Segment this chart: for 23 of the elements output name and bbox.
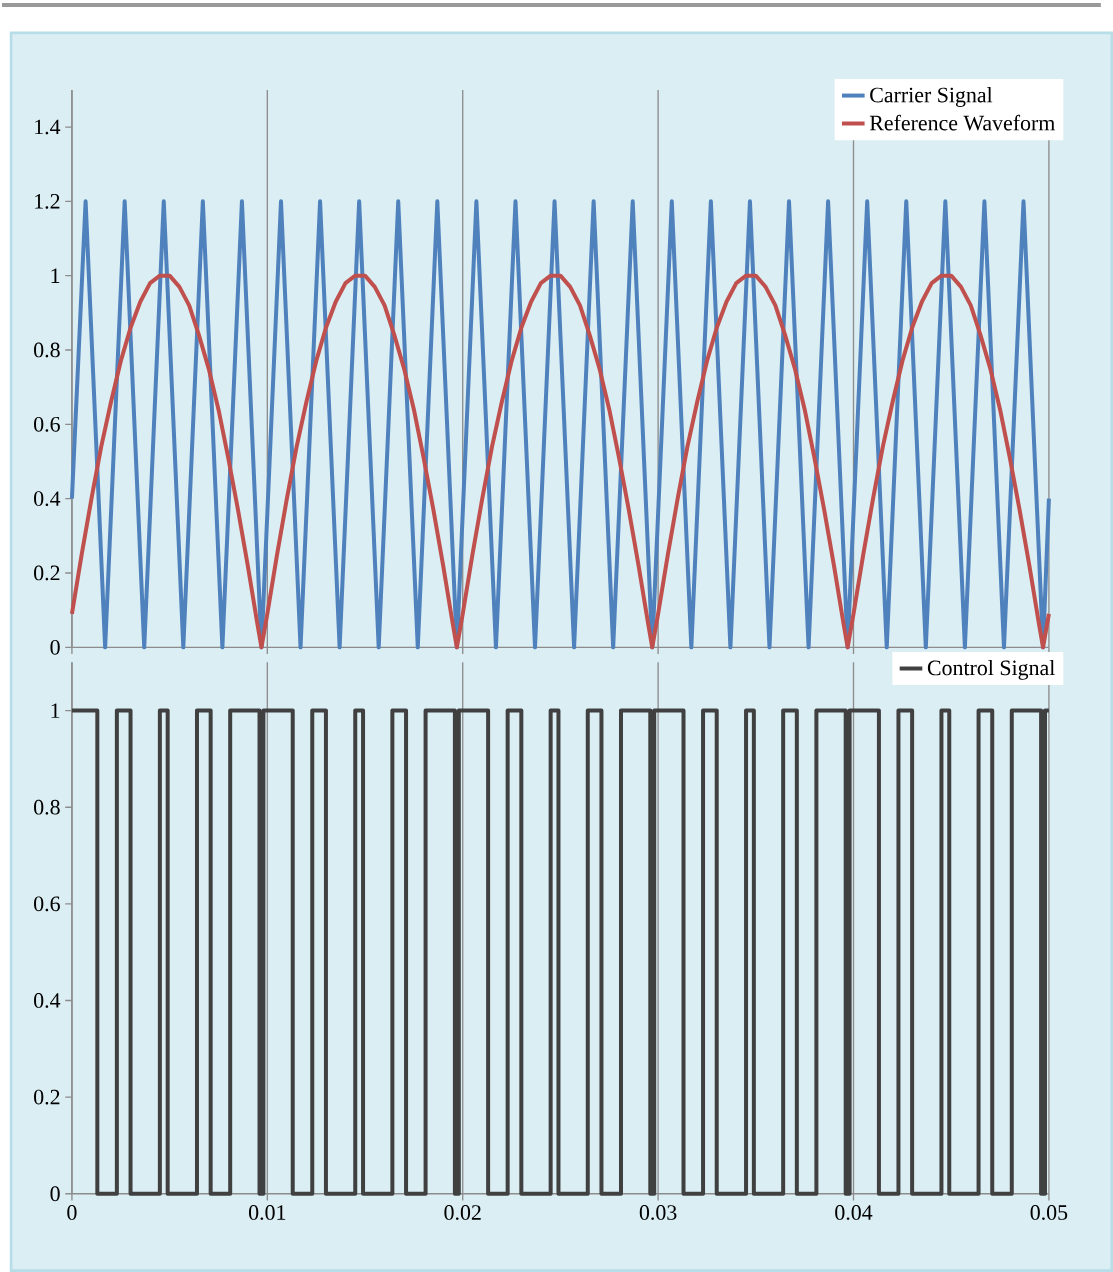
y-tick-label: 0 bbox=[50, 1186, 60, 1202]
y-tick-label: 0.4 bbox=[33, 491, 61, 507]
y-tick-label: 0.8 bbox=[33, 799, 60, 815]
x-tick-label: 0.02 bbox=[444, 1205, 481, 1220]
x-tick-label: 0.04 bbox=[835, 1205, 873, 1220]
y-tick-label: 1.2 bbox=[35, 193, 60, 209]
y-tick-label: 0.4 bbox=[33, 993, 61, 1008]
legend-label: Reference Waveform bbox=[869, 114, 1055, 131]
y-tick-label: 0.6 bbox=[33, 896, 60, 912]
legend-label: Control Signal bbox=[927, 659, 1055, 680]
legend-label: Carrier Signal bbox=[870, 86, 993, 107]
y-tick-label: 1.4 bbox=[35, 119, 61, 135]
y-tick-label: 1 bbox=[51, 703, 60, 718]
y-tick-label: 1 bbox=[51, 268, 60, 283]
x-tick-label: 0.03 bbox=[639, 1205, 677, 1220]
y-tick-label: 0.6 bbox=[33, 416, 60, 432]
y-tick-label: 0.2 bbox=[33, 1089, 60, 1105]
x-tick-label: 0.05 bbox=[1030, 1205, 1068, 1220]
y-tick-label: 0.2 bbox=[33, 565, 60, 581]
y-tick-label: 0 bbox=[50, 639, 60, 655]
x-tick-label: 0 bbox=[67, 1205, 77, 1220]
y-tick-label: 0.8 bbox=[33, 342, 60, 358]
x-tick-label: 0.01 bbox=[248, 1205, 286, 1220]
